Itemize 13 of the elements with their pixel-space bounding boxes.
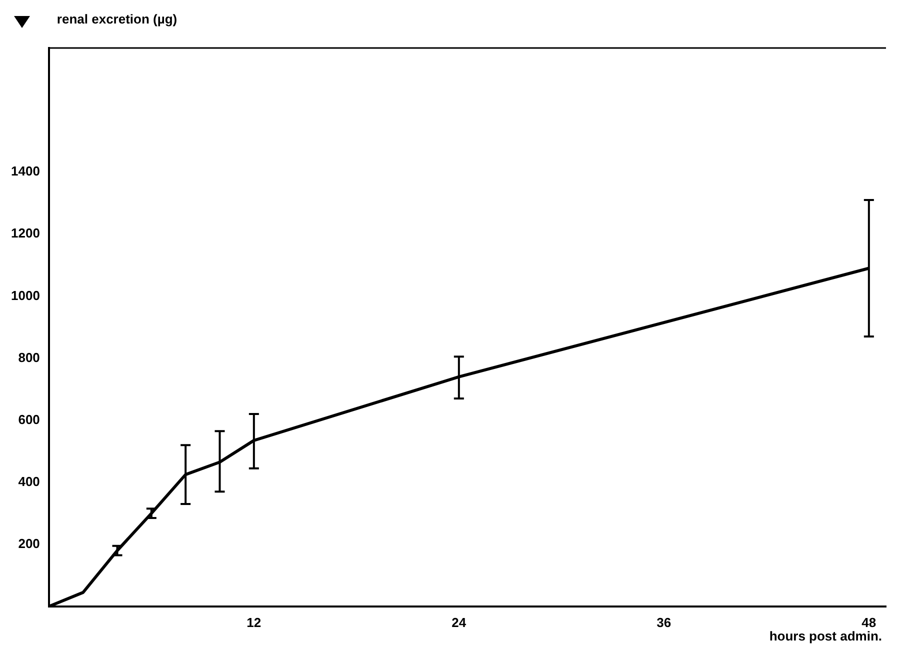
x-axis-title: hours post admin. (769, 628, 882, 644)
y-tick-label: 400 (18, 474, 40, 489)
x-tick-label: 24 (452, 614, 467, 630)
y-tick-label: 1200 (11, 226, 40, 241)
y-tick-label: 600 (18, 412, 40, 427)
y-axis-title: renal excretion (µg) (56, 12, 178, 27)
x-tick-label: 48 (862, 614, 876, 630)
y-tick-label: 1000 (11, 288, 40, 303)
y-tick-label: 1400 (11, 164, 40, 179)
y-tick-label: 800 (18, 350, 40, 365)
x-tick-label: 12 (246, 614, 262, 630)
x-tick-label: 36 (656, 614, 672, 630)
y-tick-label: 200 (18, 536, 40, 551)
